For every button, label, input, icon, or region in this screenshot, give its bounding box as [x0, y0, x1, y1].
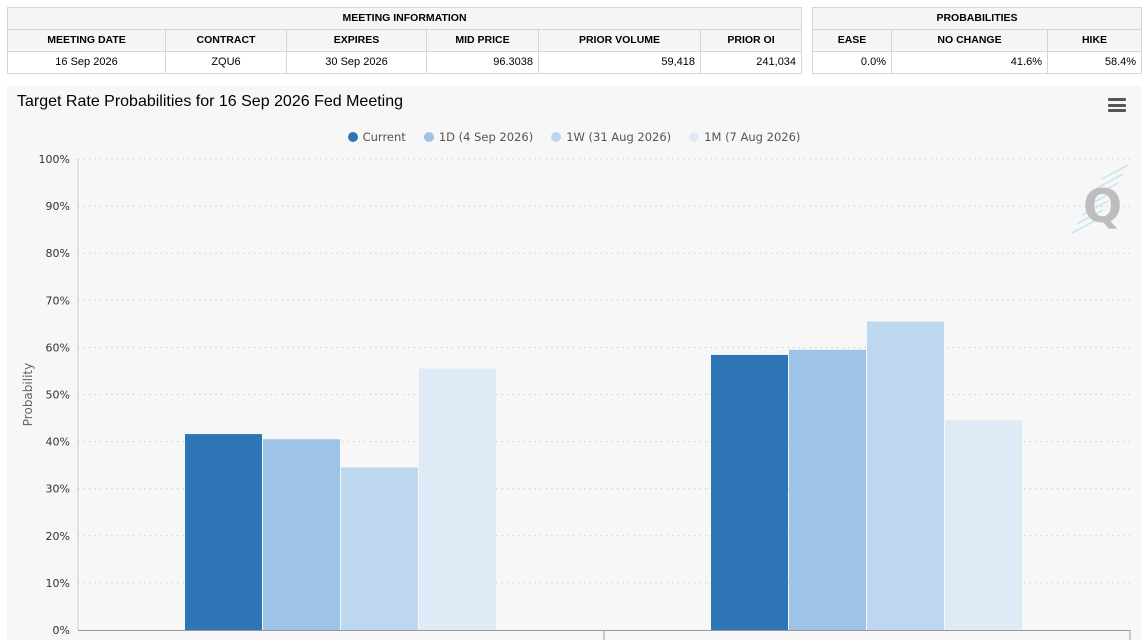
bar-1w-31-aug-2026 [867, 321, 944, 630]
y-tick-label: 30% [46, 483, 70, 496]
legend-label: Current [362, 130, 406, 144]
column-header-meeting-date: MEETING DATE [7, 29, 166, 52]
cell-ease: 0.0% [812, 51, 892, 74]
y-tick-label: 60% [46, 341, 70, 354]
column-header-mid-price: MID PRICE [426, 29, 539, 52]
legend-item[interactable]: 1M (7 Aug 2026) [689, 130, 800, 144]
y-tick-label: 70% [46, 294, 70, 307]
meeting-info-table: MEETING INFORMATION MEETING DATE CONTRAC… [6, 7, 803, 74]
bar-current [185, 434, 262, 630]
cell-contract: ZQU6 [165, 51, 287, 74]
probabilities-heading: PROBABILITIES [811, 7, 1143, 30]
legend-label: 1M (7 Aug 2026) [704, 130, 801, 144]
hamburger-menu-icon[interactable] [1108, 98, 1126, 112]
cell-prior-volume: 59,418 [538, 51, 701, 74]
watermark-logo: Q [1071, 164, 1129, 234]
column-header-ease: EASE [812, 29, 892, 52]
y-tick-label: 40% [46, 436, 70, 449]
y-tick-label: 20% [46, 530, 70, 543]
cell-mid-price: 96.3038 [426, 51, 539, 74]
cell-no-change: 41.6% [891, 51, 1048, 74]
table-row: 16 Sep 2026 ZQU6 30 Sep 2026 96.3038 59,… [7, 51, 803, 74]
legend-dot-icon [423, 132, 434, 142]
column-header-expires: EXPIRES [286, 29, 427, 52]
cell-prior-oi: 241,034 [699, 51, 803, 74]
legend-label: 1W (31 Aug 2026) [566, 130, 672, 144]
legend-dot-icon [689, 132, 700, 142]
legend-item[interactable]: 1W (31 Aug 2026) [551, 130, 671, 144]
column-header-hike: HIKE [1046, 29, 1143, 52]
bar-1m-7-aug-2026 [945, 420, 1022, 630]
y-tick-label: 10% [46, 577, 70, 590]
y-tick-label: 50% [46, 389, 70, 402]
legend-item[interactable]: 1D (4 Sep 2026) [423, 130, 534, 144]
bar-current [711, 354, 788, 630]
column-header-contract: CONTRACT [165, 29, 287, 52]
bar-1d-4-sep-2026 [789, 349, 866, 630]
table-row: 0.0% 41.6% 58.4% [812, 51, 1143, 74]
column-header-no-change: NO CHANGE [891, 29, 1048, 52]
y-tick-label: 100% [39, 153, 70, 166]
legend-dot-icon [347, 132, 358, 142]
bar-chart: 0% 10% 20% 30% 40% 50% 60% 70% 80% 90% 100% Probabi… [21, 153, 1131, 640]
legend-item[interactable]: Current [347, 130, 406, 144]
legend-dot-icon [551, 132, 562, 142]
svg-text:Q: Q [1083, 179, 1122, 233]
cell-hike: 58.4% [1046, 51, 1143, 74]
bar-1d-4-sep-2026 [263, 439, 340, 630]
column-header-prior-oi: PRIOR OI [699, 29, 803, 52]
cell-expires: 30 Sep 2026 [286, 51, 427, 74]
chart-panel: 0% 10% 20% 30% 40% 50% 60% 70% 80% 90% 100% Probabi… [7, 86, 1141, 640]
bar-1m-7-aug-2026 [419, 368, 496, 630]
y-axis-title: Probability [21, 363, 35, 426]
meeting-info-heading: MEETING INFORMATION [6, 7, 803, 30]
legend-label: 1D (4 Sep 2026) [438, 130, 534, 144]
bar-1w-31-aug-2026 [341, 467, 418, 630]
y-tick-label: 90% [46, 200, 70, 213]
cell-meeting-date: 16 Sep 2026 [7, 51, 166, 74]
column-header-prior-volume: PRIOR VOLUME [538, 29, 701, 52]
probabilities-table: PROBABILITIES EASE NO CHANGE HIKE 0.0% 4… [811, 7, 1143, 74]
chart-title: Target Rate Probabilities for 16 Sep 202… [17, 93, 404, 110]
y-tick-label: 0% [53, 624, 70, 637]
y-tick-label: 80% [46, 247, 70, 260]
chart-legend: Current 1D (4 Sep 2026) 1W (31 Aug 2026) 1M… [7, 130, 1141, 144]
